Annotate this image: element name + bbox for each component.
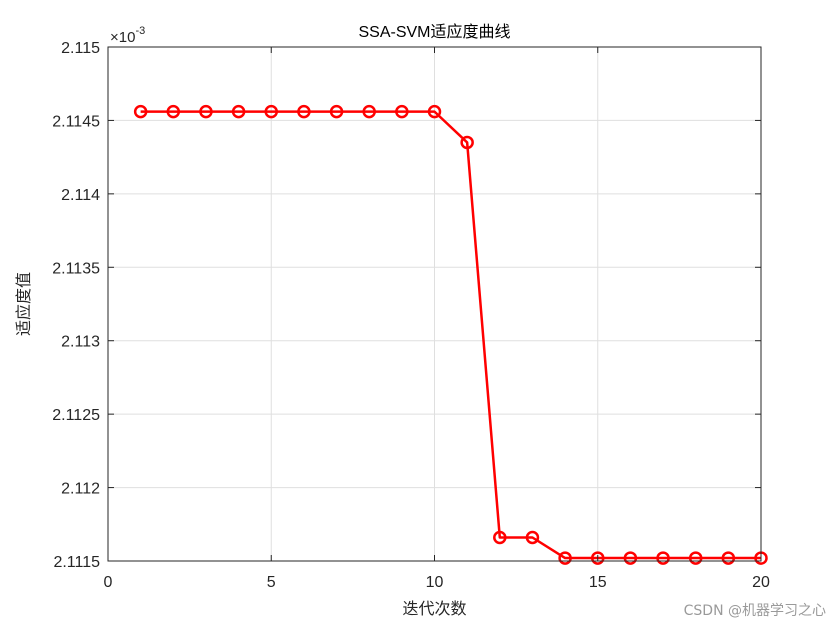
x-axis-label: 迭代次数 (402, 599, 466, 618)
y-tick-label: 2.1125 (52, 407, 100, 424)
data-point-marker (199, 104, 213, 119)
data-point-marker (656, 551, 670, 565)
y-exponent-power: -3 (135, 25, 145, 37)
x-tick-label: 5 (267, 574, 276, 591)
x-tick-label: 10 (426, 574, 444, 591)
y-tick-label: 2.113 (61, 334, 100, 351)
y-tick-label: 2.1135 (52, 260, 100, 277)
data-point-marker (264, 104, 278, 119)
data-point-marker (525, 530, 540, 545)
y-tick-label: 2.114 (61, 187, 100, 204)
data-point-marker (395, 104, 409, 119)
data-point-marker (362, 104, 376, 119)
data-series (133, 104, 768, 565)
data-point-marker (623, 551, 638, 565)
y-exponent-label: ×10-3 (110, 25, 145, 46)
data-point-marker (460, 135, 474, 150)
data-point-marker (133, 104, 148, 119)
watermark: CSDN @机器学习之心 (684, 603, 826, 619)
data-point-marker (231, 104, 246, 119)
y-tick-label: 2.1115 (53, 554, 100, 571)
data-point-marker (558, 551, 572, 565)
x-tick-label: 15 (589, 574, 607, 591)
data-point-marker (591, 551, 605, 565)
chart-title: SSA-SVM适应度曲线 (358, 22, 510, 41)
y-tick-label: 2.115 (61, 40, 100, 57)
y-exponent-base: ×10 (110, 29, 135, 46)
y-tick-label: 2.112 (61, 481, 100, 498)
data-point-marker (688, 551, 703, 565)
data-point-marker (329, 104, 344, 119)
data-point-marker (493, 530, 507, 545)
data-point-marker (166, 104, 181, 119)
y-axis-label: 适应度值 (14, 272, 33, 336)
x-tick-label: 0 (104, 574, 113, 591)
y-tick-label: 2.1145 (52, 113, 100, 130)
data-point-marker (721, 551, 736, 565)
data-point-marker (297, 104, 311, 119)
axes: 0 5 10 15 20 2.1115 2.112 2.1125 2.113 2.1135 2.11… (52, 40, 770, 591)
x-tick-label: 20 (752, 574, 770, 591)
data-point-marker (427, 104, 442, 119)
